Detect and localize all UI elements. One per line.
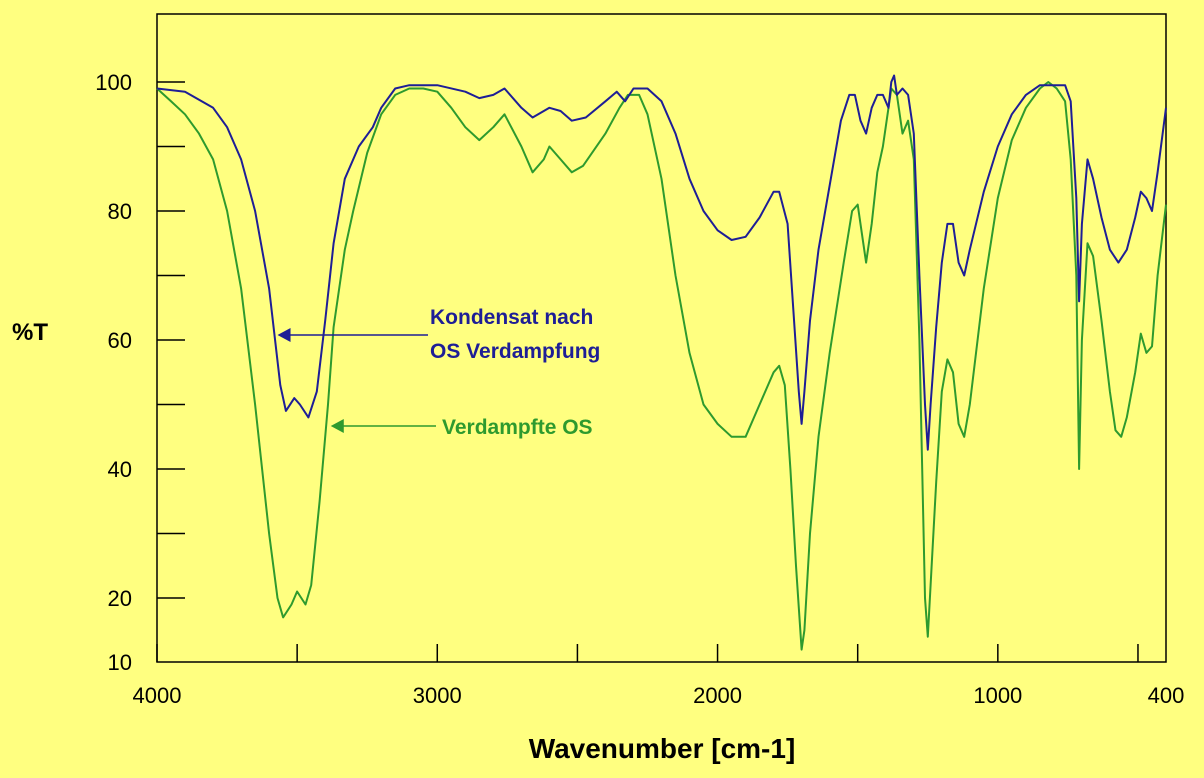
- y-tick-label: 10: [108, 650, 132, 675]
- y-axis-title: %T: [12, 319, 48, 346]
- annotation-layer: Kondensat nach OS Verdampfung Verdampfte O…: [277, 306, 600, 439]
- plot-area: [156, 13, 1167, 663]
- x-axis-title: Wavenumber [cm-1]: [529, 733, 796, 764]
- axis-tick-labels: 4000 3000 2000 1000 400 100 80 60 40 20 10: [95, 70, 1184, 708]
- series-line: [156, 81, 1167, 651]
- y-tick-label: 40: [108, 457, 132, 482]
- y-tick-label: 100: [95, 70, 132, 95]
- annotation-label: Kondensat nach: [430, 306, 593, 329]
- y-tick-label: 60: [108, 328, 132, 353]
- annotation-label: OS Verdampfung: [430, 340, 600, 363]
- annotation-label: Verdampfte OS: [442, 416, 593, 439]
- x-tick-label: 2000: [693, 683, 742, 708]
- annotation-arrow-head: [277, 328, 291, 342]
- series-line: [156, 74, 1167, 451]
- annotation-arrow-head: [330, 419, 344, 433]
- x-tick-label: 400: [1148, 683, 1185, 708]
- series-layer: [156, 74, 1167, 651]
- x-tick-label: 1000: [973, 683, 1022, 708]
- y-tick-label: 20: [108, 586, 132, 611]
- x-tick-label: 4000: [133, 683, 182, 708]
- x-tick-label: 3000: [413, 683, 462, 708]
- axis-ticks: [156, 81, 1139, 662]
- y-tick-label: 80: [108, 199, 132, 224]
